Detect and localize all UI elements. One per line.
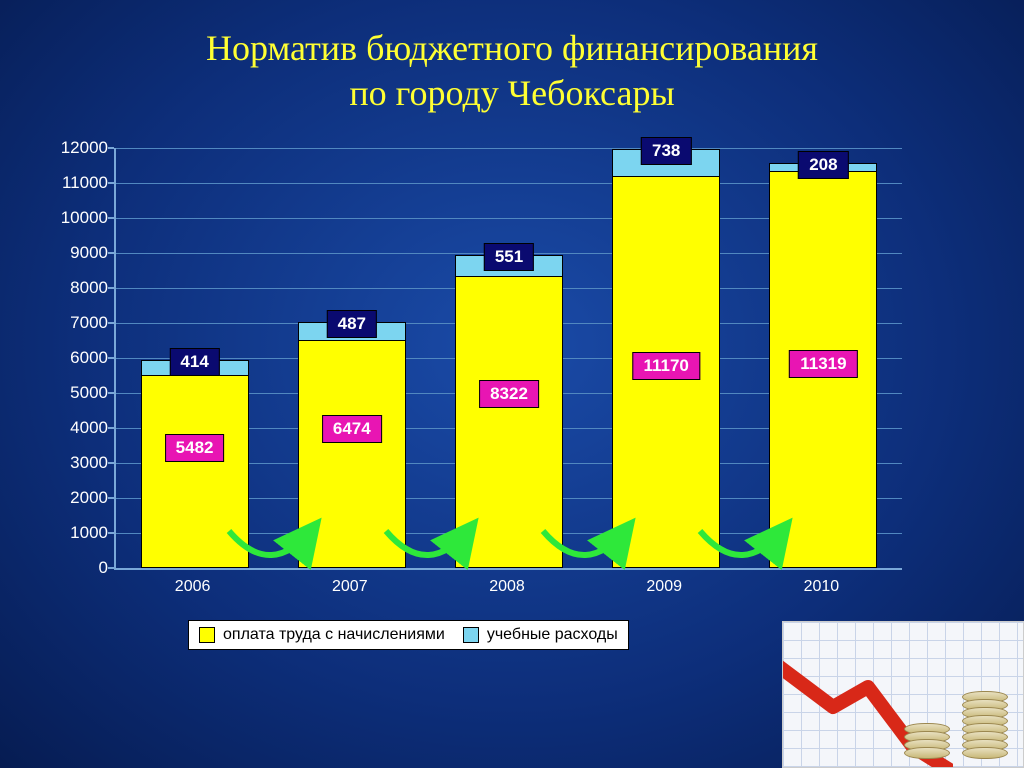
y-tick-label: 10000 bbox=[48, 208, 108, 228]
coin-stacks bbox=[904, 695, 1008, 759]
bar-value-a: 11170 bbox=[632, 352, 699, 380]
bar-value-a: 5482 bbox=[165, 434, 225, 462]
coin-stack-2 bbox=[962, 695, 1008, 759]
bar-series-a bbox=[141, 374, 249, 568]
y-tick-label: 5000 bbox=[48, 383, 108, 403]
x-tick-label: 2006 bbox=[175, 578, 211, 596]
bar-value-b: 738 bbox=[641, 137, 691, 165]
y-tick-label: 3000 bbox=[48, 453, 108, 473]
slide: Норматив бюджетного финансирования по го… bbox=[0, 0, 1024, 768]
x-tick-label: 2010 bbox=[804, 578, 840, 596]
coin-stack-1 bbox=[904, 727, 950, 759]
y-tick-label: 7000 bbox=[48, 313, 108, 333]
title-line-1: Норматив бюджетного финансирования bbox=[206, 28, 818, 68]
bar-series-a bbox=[455, 275, 563, 568]
y-tick-label: 0 bbox=[48, 558, 108, 578]
legend-swatch-a bbox=[199, 627, 215, 643]
bar-value-b: 487 bbox=[327, 310, 377, 338]
y-tick-label: 6000 bbox=[48, 348, 108, 368]
bar-value-a: 8322 bbox=[479, 380, 539, 408]
legend-label-a: оплата труда с начислениями bbox=[223, 626, 445, 644]
legend-swatch-b bbox=[463, 627, 479, 643]
y-tick-label: 8000 bbox=[48, 278, 108, 298]
slide-title: Норматив бюджетного финансирования по го… bbox=[0, 26, 1024, 116]
bar-value-b: 551 bbox=[484, 243, 534, 271]
bar-value-b: 208 bbox=[798, 151, 848, 179]
x-tick-label: 2009 bbox=[646, 578, 682, 596]
y-tick-label: 12000 bbox=[48, 138, 108, 158]
decorative-coins-photo bbox=[782, 621, 1024, 768]
plot-area: 5482414647448783225511117073811319208 bbox=[114, 148, 902, 570]
y-tick-label: 2000 bbox=[48, 488, 108, 508]
bar-value-a: 11319 bbox=[789, 350, 857, 378]
y-tick-label: 1000 bbox=[48, 523, 108, 543]
bar-value-a: 6474 bbox=[322, 415, 382, 443]
y-tick-label: 4000 bbox=[48, 418, 108, 438]
chart-legend: оплата труда с начислениями учебные расх… bbox=[188, 620, 629, 650]
budget-chart: 5482414647448783225511117073811319208 01… bbox=[44, 148, 900, 628]
x-tick-label: 2007 bbox=[332, 578, 368, 596]
bar-value-b: 414 bbox=[169, 348, 219, 376]
y-tick-label: 11000 bbox=[48, 173, 108, 193]
legend-label-b: учебные расходы bbox=[487, 626, 618, 644]
bar-series-a bbox=[298, 339, 406, 568]
x-tick-label: 2008 bbox=[489, 578, 525, 596]
title-line-2: по городу Чебоксары bbox=[349, 73, 674, 113]
y-tick-label: 9000 bbox=[48, 243, 108, 263]
